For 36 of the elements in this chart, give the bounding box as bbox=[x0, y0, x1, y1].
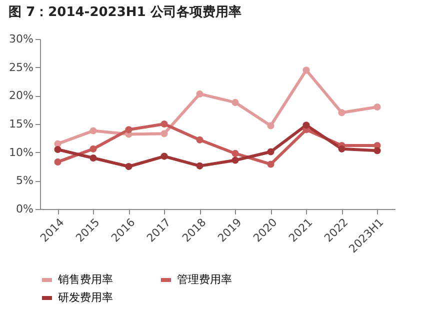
point bbox=[90, 127, 97, 134]
point bbox=[196, 90, 204, 98]
point bbox=[267, 160, 274, 168]
point bbox=[160, 152, 168, 160]
legend-label: 管理费用率 bbox=[177, 273, 232, 286]
y-tick-label: 15% bbox=[9, 118, 34, 130]
point bbox=[125, 162, 132, 170]
y-tick-label: 5% bbox=[16, 174, 34, 188]
y-tick-label: 10% bbox=[9, 146, 34, 159]
y-tick-label: 25% bbox=[9, 60, 34, 74]
legend-label: 销售费用率 bbox=[57, 273, 113, 286]
point bbox=[196, 162, 204, 170]
legend-label: 研发费用率 bbox=[58, 291, 113, 304]
point bbox=[90, 154, 97, 162]
point bbox=[232, 98, 239, 106]
point bbox=[374, 147, 381, 154]
point bbox=[374, 103, 381, 111]
y-tick-label: 20% bbox=[9, 89, 34, 102]
point bbox=[160, 120, 168, 128]
point bbox=[90, 145, 97, 152]
point bbox=[338, 109, 346, 116]
point bbox=[232, 150, 239, 157]
point bbox=[232, 156, 239, 164]
point bbox=[160, 130, 168, 138]
point bbox=[54, 158, 62, 166]
y-tick-label: 0% bbox=[16, 202, 34, 216]
y-tick-label: 30% bbox=[9, 32, 34, 46]
point bbox=[338, 145, 346, 152]
point bbox=[267, 122, 274, 130]
point bbox=[302, 66, 310, 74]
point bbox=[196, 136, 204, 144]
point bbox=[54, 146, 62, 154]
point bbox=[302, 122, 310, 129]
point bbox=[125, 126, 132, 134]
point bbox=[267, 148, 274, 156]
chart-title: 图 7：2014-2023H1 公司各项费用率 bbox=[8, 4, 242, 20]
